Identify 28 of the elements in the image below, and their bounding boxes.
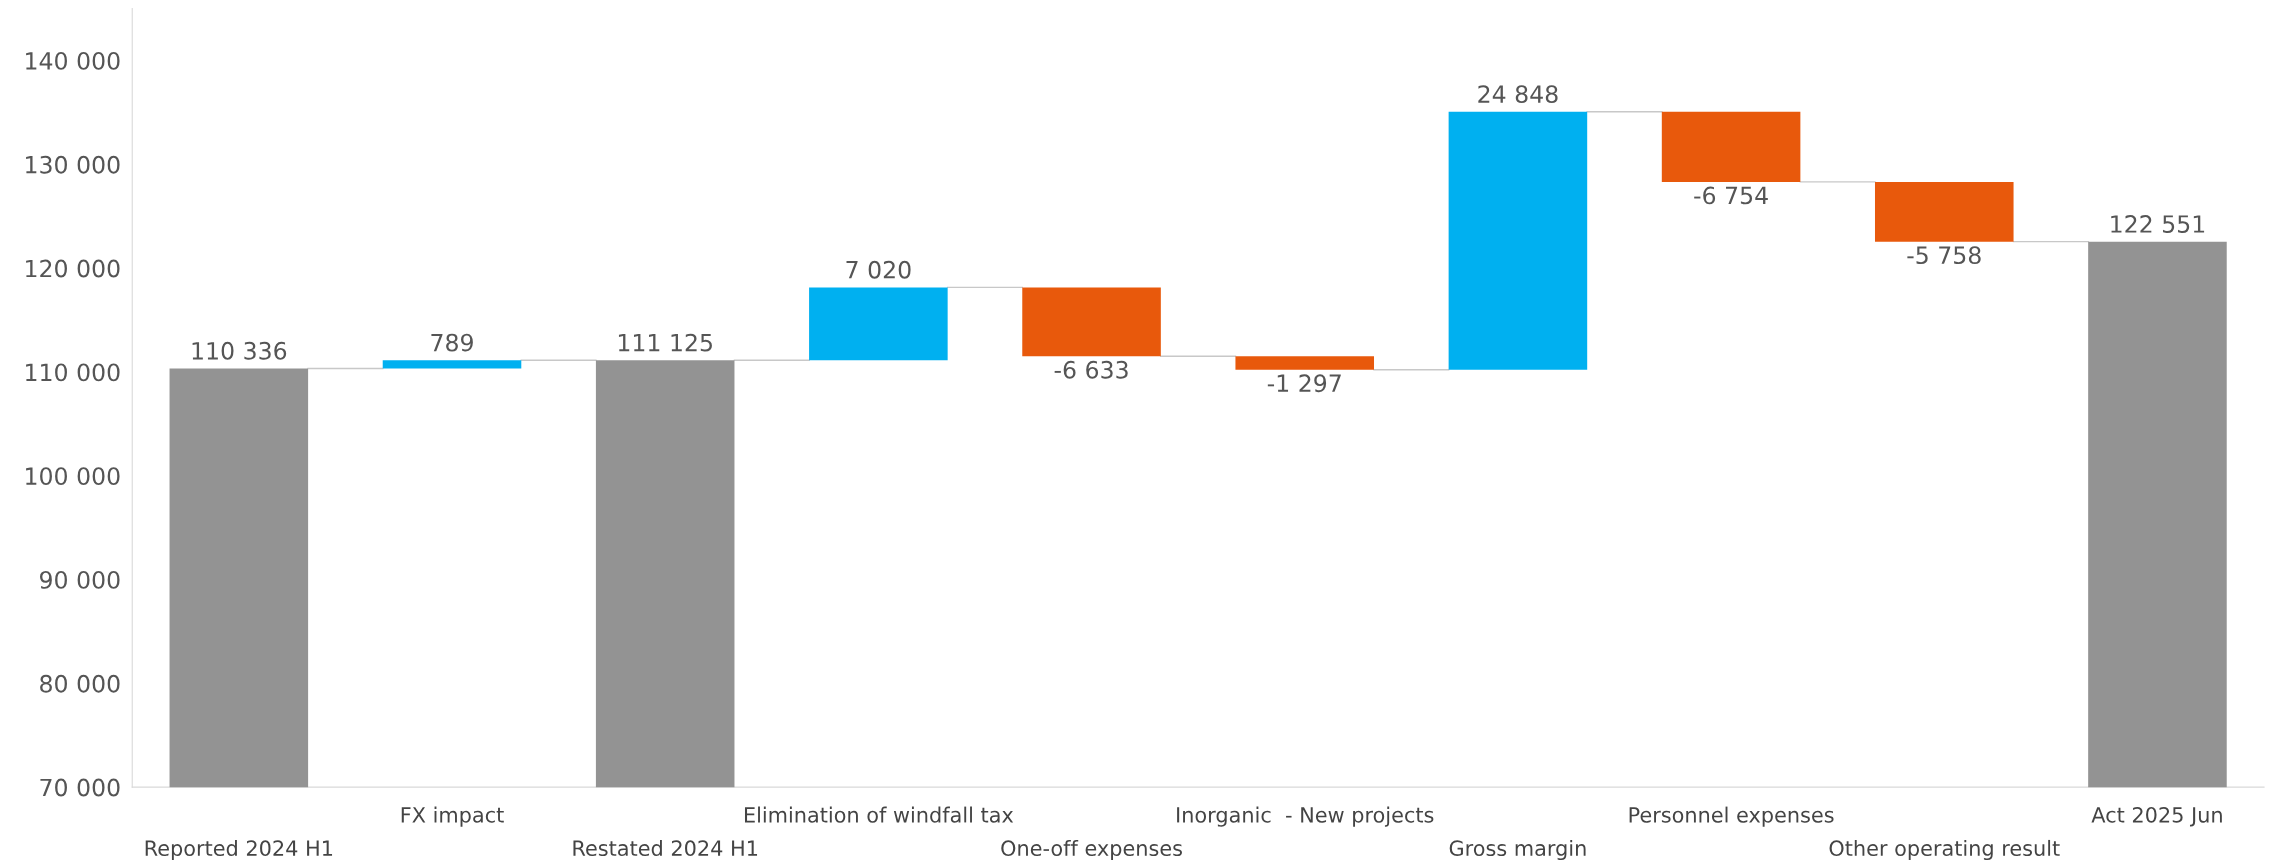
x-tick-label: Personnel expenses	[1629, 806, 1834, 827]
x-tick-label: Other operating result	[1829, 839, 2060, 861]
data-label: 789	[431, 333, 473, 352]
data-label: -1 297	[1267, 374, 1341, 393]
x-tick-label: Act 2025 Jun	[2091, 806, 2222, 827]
y-tick-label: 100 000	[26, 467, 120, 486]
y-tick-label: 140 000	[26, 52, 120, 70]
x-tick-label: Gross margin	[1449, 839, 1586, 861]
data-label: 110 336	[192, 341, 287, 360]
y-tick-label: 110 000	[26, 363, 120, 382]
data-label: -6 633	[1054, 360, 1128, 379]
x-tick-label: Restated 2024 H1	[573, 839, 758, 857]
x-tick-label: Reported 2024 H1	[145, 839, 333, 861]
x-tick-label: Elimination of windfall tax	[745, 806, 1014, 823]
x-tick-label: FX impact	[401, 806, 504, 827]
y-tick-label: 80 000	[40, 674, 120, 693]
x-tick-label: Inorganic - New projects	[1177, 806, 1434, 827]
data-label: 7 020	[846, 260, 911, 279]
y-tick-label: 120 000	[26, 259, 120, 278]
data-label: 122 551	[2111, 215, 2205, 233]
data-label: -6 754	[1694, 186, 1768, 205]
y-tick-label: 70 000	[40, 778, 120, 797]
data-label: -5 758	[1907, 246, 1981, 265]
x-tick-label: One-off expenses	[1001, 839, 1182, 861]
y-tick-label: 90 000	[40, 571, 120, 589]
data-label: 111 125	[618, 333, 712, 352]
data-label: 24 848	[1478, 85, 1558, 104]
y-tick-label: 130 000	[26, 155, 120, 174]
